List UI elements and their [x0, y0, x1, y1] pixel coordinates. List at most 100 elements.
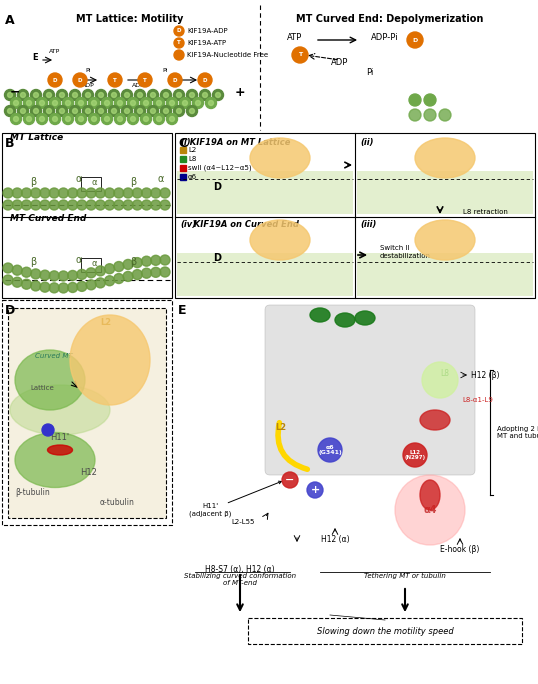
Circle shape: [59, 188, 68, 198]
Circle shape: [62, 98, 74, 109]
FancyBboxPatch shape: [357, 254, 533, 295]
Circle shape: [66, 101, 70, 105]
Circle shape: [151, 92, 155, 98]
Circle shape: [141, 268, 152, 278]
FancyBboxPatch shape: [175, 300, 535, 680]
Circle shape: [73, 73, 87, 87]
Circle shape: [138, 109, 143, 114]
Circle shape: [79, 116, 83, 122]
Circle shape: [153, 114, 165, 124]
Circle shape: [12, 200, 22, 210]
Circle shape: [174, 50, 184, 60]
Circle shape: [31, 200, 41, 210]
Circle shape: [164, 92, 168, 98]
Circle shape: [82, 105, 94, 116]
Circle shape: [86, 268, 96, 278]
Text: H8-S7 (α), H12 (α): H8-S7 (α), H12 (α): [205, 565, 275, 574]
Circle shape: [164, 109, 168, 114]
Circle shape: [31, 269, 41, 279]
Circle shape: [147, 90, 159, 101]
Text: H12: H12: [80, 468, 97, 477]
Circle shape: [140, 114, 152, 124]
Circle shape: [104, 116, 110, 122]
Circle shape: [198, 73, 212, 87]
Circle shape: [213, 90, 223, 101]
Circle shape: [132, 188, 142, 198]
Circle shape: [160, 105, 172, 116]
Circle shape: [11, 98, 22, 109]
Circle shape: [109, 105, 119, 116]
FancyBboxPatch shape: [8, 308, 166, 518]
Circle shape: [8, 109, 12, 114]
Text: A: A: [5, 14, 15, 27]
Text: ADP: ADP: [132, 83, 144, 88]
Circle shape: [117, 101, 123, 105]
Text: E: E: [178, 304, 187, 317]
Circle shape: [104, 188, 115, 198]
Circle shape: [26, 101, 32, 105]
Circle shape: [24, 114, 34, 124]
Ellipse shape: [355, 311, 375, 325]
Circle shape: [26, 116, 32, 122]
Circle shape: [40, 270, 50, 280]
Ellipse shape: [70, 315, 150, 405]
Circle shape: [131, 116, 136, 122]
Ellipse shape: [335, 313, 355, 327]
Circle shape: [79, 101, 83, 105]
Text: T: T: [298, 53, 302, 57]
Circle shape: [153, 98, 165, 109]
Circle shape: [117, 116, 123, 122]
Circle shape: [439, 109, 451, 121]
Circle shape: [166, 98, 178, 109]
Text: ADP-Pi: ADP-Pi: [371, 33, 399, 42]
Circle shape: [82, 90, 94, 101]
Circle shape: [422, 362, 458, 398]
Circle shape: [98, 92, 103, 98]
Text: (ii): (ii): [360, 138, 373, 147]
Circle shape: [168, 73, 182, 87]
Circle shape: [144, 116, 148, 122]
Circle shape: [75, 114, 87, 124]
Text: L12
(N297): L12 (N297): [405, 449, 426, 460]
Circle shape: [59, 271, 68, 281]
Circle shape: [33, 109, 39, 114]
Circle shape: [109, 90, 119, 101]
Circle shape: [195, 101, 201, 105]
Circle shape: [169, 116, 174, 122]
FancyBboxPatch shape: [357, 171, 533, 215]
Circle shape: [157, 101, 161, 105]
Text: α: α: [75, 255, 81, 265]
Circle shape: [102, 114, 112, 124]
Circle shape: [22, 267, 31, 277]
Text: α: α: [75, 174, 81, 184]
Text: E: E: [32, 53, 38, 62]
Circle shape: [169, 101, 174, 105]
Circle shape: [122, 105, 132, 116]
Text: −: −: [285, 475, 295, 485]
Circle shape: [42, 424, 54, 436]
Text: L2: L2: [100, 318, 111, 327]
Circle shape: [114, 274, 124, 284]
Circle shape: [134, 90, 145, 101]
Circle shape: [20, 92, 25, 98]
Circle shape: [40, 282, 50, 292]
Circle shape: [128, 114, 138, 124]
Text: D: D: [53, 77, 57, 83]
Text: β: β: [30, 177, 36, 187]
Circle shape: [96, 105, 107, 116]
Circle shape: [68, 282, 77, 293]
Text: (iv): (iv): [180, 220, 196, 229]
Circle shape: [151, 188, 161, 198]
FancyArrowPatch shape: [278, 423, 307, 469]
Circle shape: [3, 200, 13, 210]
Circle shape: [46, 92, 52, 98]
Circle shape: [189, 109, 195, 114]
Text: Stabilizing curved conformation
of MT-end: Stabilizing curved conformation of MT-en…: [184, 573, 296, 586]
Text: H12 (α): H12 (α): [321, 535, 349, 544]
Circle shape: [176, 92, 181, 98]
Circle shape: [160, 200, 170, 210]
Text: destabilization: destabilization: [380, 253, 431, 259]
Text: α: α: [91, 178, 96, 187]
Circle shape: [160, 188, 170, 198]
Circle shape: [37, 114, 47, 124]
